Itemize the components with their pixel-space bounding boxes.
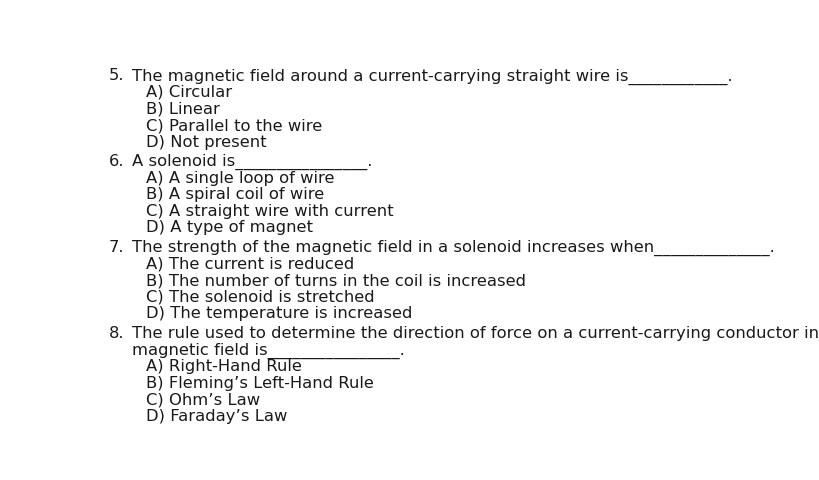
Text: B) A spiral coil of wire: B) A spiral coil of wire: [146, 187, 324, 203]
Text: 6.: 6.: [109, 154, 124, 169]
Text: A) Circular: A) Circular: [146, 85, 232, 100]
Text: A) Right-Hand Rule: A) Right-Hand Rule: [146, 359, 301, 374]
Text: C) A straight wire with current: C) A straight wire with current: [146, 204, 393, 219]
Text: B) The number of turns in the coil is increased: B) The number of turns in the coil is in…: [146, 273, 526, 288]
Text: C) Ohm’s Law: C) Ohm’s Law: [146, 392, 260, 407]
Text: 7.: 7.: [109, 240, 124, 255]
Text: D) A type of magnet: D) A type of magnet: [146, 220, 313, 236]
Text: The magnetic field around a current-carrying straight wire is____________.: The magnetic field around a current-carr…: [132, 68, 732, 84]
Text: B) Linear: B) Linear: [146, 101, 219, 117]
Text: A) The current is reduced: A) The current is reduced: [146, 257, 354, 272]
Text: D) Not present: D) Not present: [146, 134, 266, 150]
Text: D) The temperature is increased: D) The temperature is increased: [146, 306, 412, 321]
Text: B) Fleming’s Left-Hand Rule: B) Fleming’s Left-Hand Rule: [146, 376, 373, 391]
Text: 5.: 5.: [109, 68, 124, 84]
Text: The rule used to determine the direction of force on a current-carrying conducto: The rule used to determine the direction…: [132, 326, 819, 341]
Text: C) Parallel to the wire: C) Parallel to the wire: [146, 118, 322, 133]
Text: The strength of the magnetic field in a solenoid increases when______________.: The strength of the magnetic field in a …: [132, 240, 775, 256]
Text: A solenoid is________________.: A solenoid is________________.: [132, 154, 372, 170]
Text: 8.: 8.: [109, 326, 124, 341]
Text: A) A single loop of wire: A) A single loop of wire: [146, 171, 334, 186]
Text: magnetic field is________________.: magnetic field is________________.: [132, 343, 405, 359]
Text: C) The solenoid is stretched: C) The solenoid is stretched: [146, 290, 374, 305]
Text: D) Faraday’s Law: D) Faraday’s Law: [146, 409, 287, 424]
